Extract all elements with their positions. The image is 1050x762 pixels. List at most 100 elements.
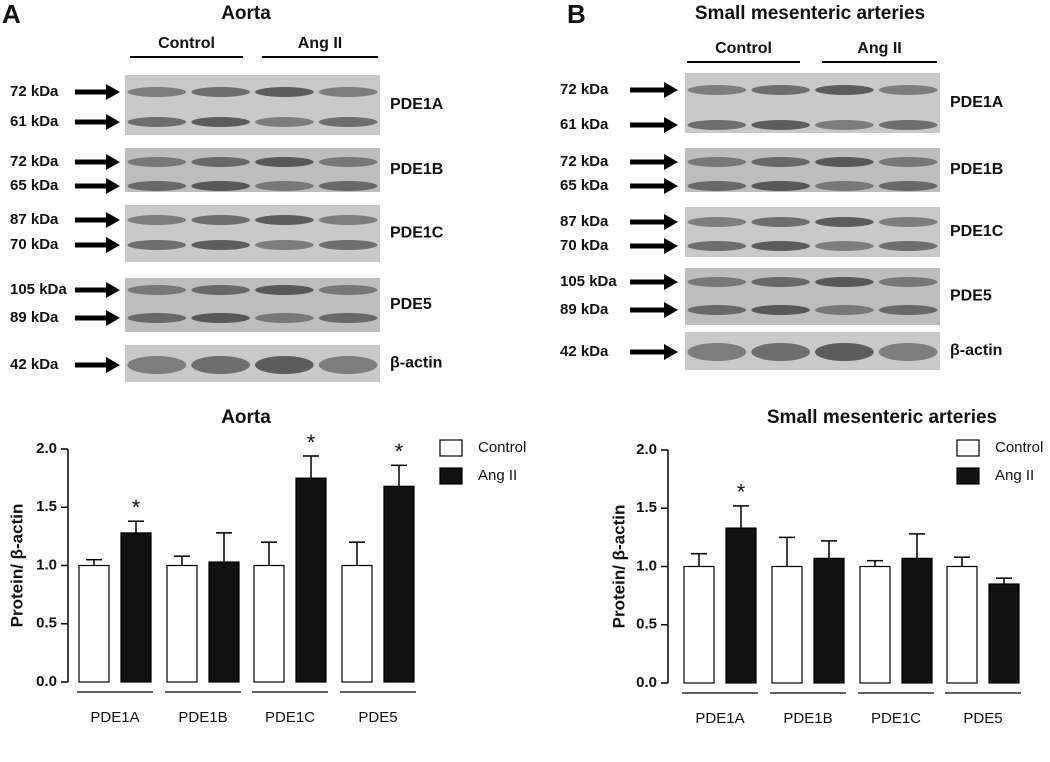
blot-band: [191, 181, 250, 191]
protein-label: PDE1B: [950, 161, 1003, 178]
marker-arrowhead: [106, 310, 120, 326]
blot-band: [318, 117, 378, 127]
blot-band: [318, 240, 378, 250]
blot-band: [318, 313, 378, 323]
blot-band: [687, 120, 747, 130]
blot-band: [878, 120, 938, 130]
marker-label: 105 kDa: [560, 273, 617, 290]
marker-arrowhead: [664, 178, 678, 194]
bar: [901, 557, 933, 684]
y-axis-label: Protein/ β-actin: [7, 504, 26, 628]
blot-band: [687, 217, 747, 227]
bar: [341, 564, 373, 683]
blot-band: [878, 343, 938, 361]
x-tick-label: PDE1B: [178, 709, 227, 726]
blot-band: [687, 181, 747, 191]
x-tick-label: PDE5: [963, 710, 1002, 727]
blot-band: [751, 277, 810, 287]
bar: [946, 565, 978, 684]
blot-band: [687, 157, 747, 167]
blot-band: [255, 157, 314, 167]
blot-band: [191, 215, 250, 225]
blot-band: [687, 305, 747, 315]
blot-band: [815, 120, 874, 130]
chart-title: Aorta: [221, 407, 271, 428]
blot-band: [191, 240, 250, 250]
blot-band: [751, 85, 810, 95]
blot-band: [127, 356, 187, 374]
blot-band: [751, 157, 810, 167]
blot-band: [191, 117, 250, 127]
marker-arrowhead: [664, 302, 678, 318]
blot-band: [751, 120, 810, 130]
marker-label: 65 kDa: [560, 177, 609, 194]
marker-label: 42 kDa: [560, 343, 609, 360]
bar: [120, 532, 152, 683]
significance: *: [737, 480, 746, 505]
blot-band: [878, 85, 938, 95]
blot-strip: [685, 268, 940, 325]
blot-band: [191, 285, 250, 295]
legend-swatch: [956, 439, 980, 457]
group-label: Ang II: [857, 40, 901, 57]
blot-band: [127, 285, 187, 295]
legend-swatch: [439, 467, 463, 485]
protein-label: PDE1C: [390, 225, 444, 242]
marker-arrowhead: [106, 178, 120, 194]
protein-label: PDE5: [950, 288, 992, 305]
protein-label: β-actin: [950, 342, 1002, 359]
marker-arrowhead: [106, 114, 120, 130]
y-tick-label: 0.0: [36, 673, 57, 690]
blot-band: [255, 240, 314, 250]
bar: [988, 583, 1020, 684]
marker-label: 89 kDa: [560, 301, 609, 318]
blot-band: [191, 157, 250, 167]
blot-band: [878, 157, 938, 167]
y-tick-label: 0.0: [636, 674, 657, 691]
blot-band: [878, 241, 938, 251]
bar: [383, 485, 415, 683]
y-tick-label: 1.5: [636, 499, 657, 516]
marker-arrowhead: [664, 238, 678, 254]
blot-band: [687, 241, 747, 251]
y-tick-label: 1.0: [36, 556, 57, 573]
panel-letter: A: [2, 0, 21, 29]
panel-letter: B: [567, 0, 586, 29]
marker-arrowhead: [664, 344, 678, 360]
marker-arrowhead: [106, 84, 120, 100]
marker-arrowhead: [664, 82, 678, 98]
y-tick-label: 1.5: [36, 498, 57, 515]
blot-band: [878, 277, 938, 287]
y-tick-label: 2.0: [36, 440, 57, 457]
blot-band: [318, 181, 378, 191]
y-axis-label: Protein/ β-actin: [609, 505, 628, 629]
marker-label: 61 kDa: [560, 116, 609, 133]
bar: [253, 564, 285, 683]
blot-band: [255, 356, 314, 374]
marker-label: 89 kDa: [10, 309, 59, 326]
blot-band: [751, 343, 810, 361]
blot-band: [751, 181, 810, 191]
significance: *: [395, 439, 404, 464]
bar: [166, 564, 198, 683]
blot-band: [687, 85, 747, 95]
protein-label: PDE1B: [390, 161, 443, 178]
marker-label: 87 kDa: [560, 213, 609, 230]
marker-arrowhead: [106, 212, 120, 228]
significance: *: [307, 430, 316, 455]
blot-band: [127, 117, 187, 127]
bar: [813, 557, 845, 684]
blot-band: [815, 277, 874, 287]
x-tick-label: PDE1A: [90, 709, 139, 726]
y-tick-label: 2.0: [636, 441, 657, 458]
bar: [295, 477, 327, 683]
y-tick-label: 1.0: [636, 557, 657, 574]
blot-band: [191, 313, 250, 323]
group-label: Control: [158, 35, 215, 52]
marker-arrowhead: [106, 237, 120, 253]
blot-strip: [685, 332, 940, 370]
blot-band: [255, 313, 314, 323]
legend-swatch: [439, 439, 463, 457]
blot-band: [878, 305, 938, 315]
